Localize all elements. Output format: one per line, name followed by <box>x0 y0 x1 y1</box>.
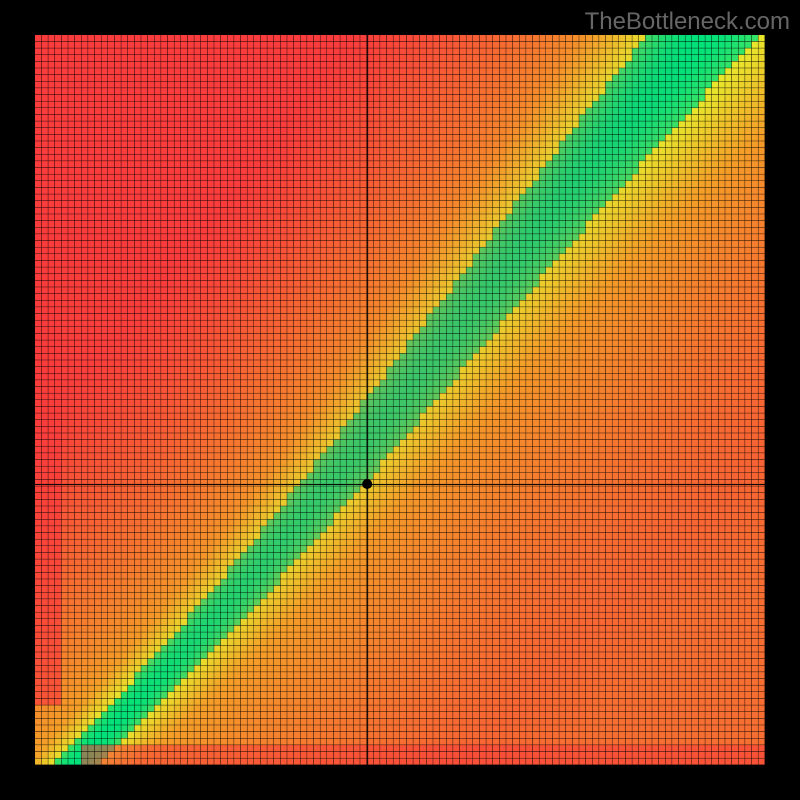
chart-container: { "watermark": { "text": "TheBottleneck.… <box>0 0 800 800</box>
crosshair-overlay <box>0 0 800 800</box>
watermark-text: TheBottleneck.com <box>585 8 790 36</box>
